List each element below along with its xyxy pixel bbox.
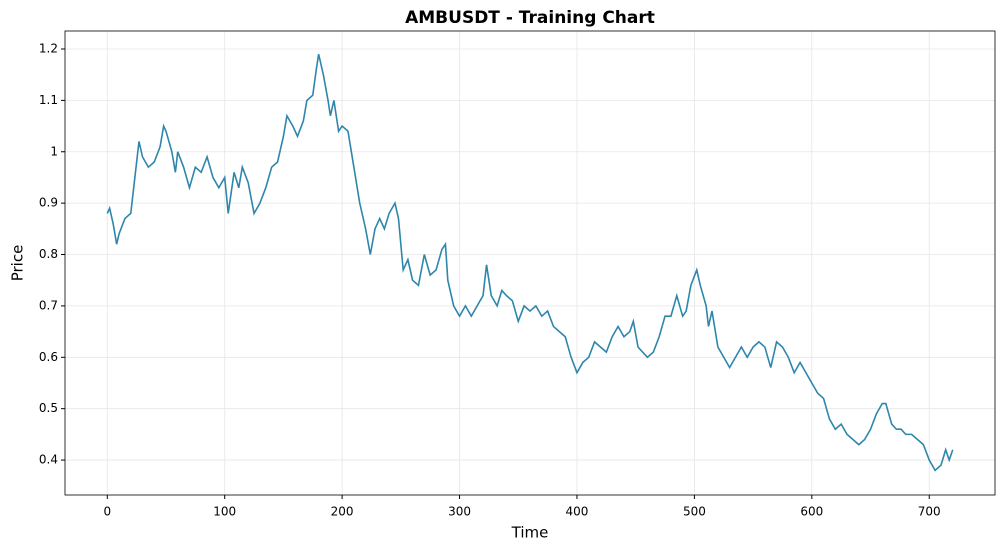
- x-tick-label: 600: [800, 505, 823, 519]
- x-tick-label: 500: [683, 505, 706, 519]
- y-tick-label: 0.9: [39, 196, 58, 210]
- x-tick-label: 700: [918, 505, 941, 519]
- x-tick-label: 400: [566, 505, 589, 519]
- x-tick-label: 300: [448, 505, 471, 519]
- x-tick-label: 100: [213, 505, 236, 519]
- y-tick-label: 0.8: [39, 247, 58, 261]
- y-tick-label: 1.2: [39, 41, 58, 55]
- price-line: [106, 53, 954, 472]
- y-tick-label: 0.4: [39, 453, 58, 467]
- x-axis-label: Time: [511, 524, 549, 542]
- y-tick-label: 1: [50, 144, 58, 158]
- y-tick-label: 1.1: [39, 93, 58, 107]
- plot-frame: [64, 30, 996, 496]
- chart-title: AMBUSDT - Training Chart: [405, 8, 655, 28]
- x-tick-label: 0: [103, 505, 111, 519]
- y-tick-label: 0.5: [39, 401, 58, 415]
- y-tick-label: 0.6: [39, 350, 58, 364]
- x-tick-label: 200: [331, 505, 354, 519]
- y-tick-label: 0.7: [39, 298, 58, 312]
- y-axis-label: Price: [9, 245, 27, 282]
